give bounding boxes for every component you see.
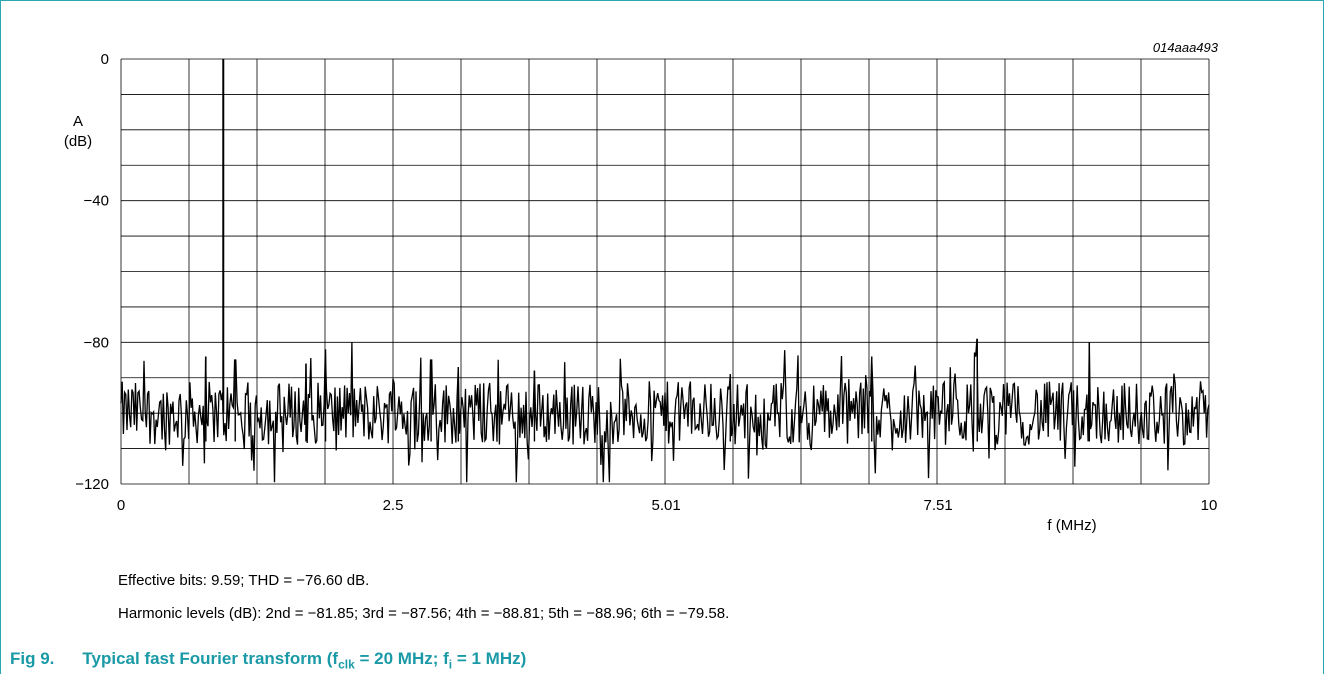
fft-chart: 014aaa493 A (dB) f (MHz) 0 2.5 5.01 7.51 10 0… [64, 40, 1219, 534]
y-tick-label: −80 [84, 334, 109, 351]
grid-lines [120, 58, 1210, 485]
caption-sub-i: i [448, 657, 453, 672]
y-tick-label: −40 [84, 193, 109, 210]
x-tick-label: 10 [1201, 497, 1218, 514]
fft-trace [120, 59, 1210, 483]
y-tick-label: 0 [101, 51, 109, 68]
x-tick-label: 0 [117, 497, 125, 514]
y-axis-label-name: A [73, 113, 83, 130]
noise-trace [120, 338, 1210, 483]
caption-sub-clk: clk [338, 657, 355, 672]
figure-number: Fig 9. [10, 649, 55, 668]
caption-title-prefix: Typical fast Fourier transform (f [82, 649, 339, 668]
caption-title-suffix: = 1 MHz) [452, 649, 527, 668]
figure-id-label: 014aaa493 [1153, 40, 1219, 55]
harmonic-levels-note: Harmonic levels (dB): 2nd = −81.85; 3rd … [118, 605, 730, 622]
x-tick-label: 2.5 [383, 497, 404, 514]
x-tick-label: 7.51 [923, 497, 952, 514]
axis-labels: 014aaa493 A (dB) f (MHz) 0 2.5 5.01 7.51 10 0… [64, 40, 1219, 534]
x-axis-label: f (MHz) [1047, 517, 1096, 534]
x-tick-label: 5.01 [651, 497, 680, 514]
effective-bits-note: Effective bits: 9.59; THD = −76.60 dB. [118, 572, 370, 589]
y-tick-label: −120 [75, 476, 109, 493]
caption-title-mid: = 20 MHz; f [354, 649, 449, 668]
y-axis-label-unit: (dB) [64, 133, 92, 150]
figure-caption: Fig 9. Typical fast Fourier transform (fc… [10, 649, 526, 671]
